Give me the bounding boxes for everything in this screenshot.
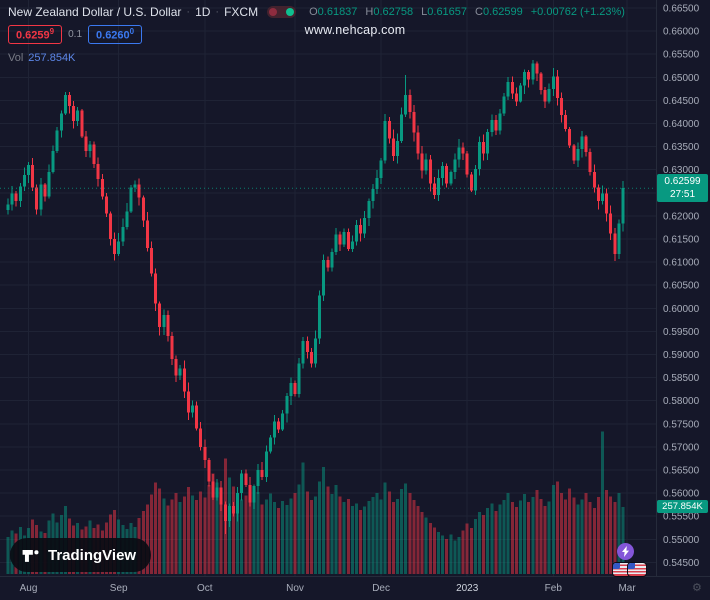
close-value: 0.62599: [482, 6, 523, 18]
svg-text:0.60000: 0.60000: [663, 304, 700, 315]
us-flag-icon: [627, 562, 647, 577]
interval-label[interactable]: 1D: [195, 5, 211, 19]
close-label: C: [475, 6, 483, 18]
svg-text:0.66000: 0.66000: [663, 27, 700, 38]
svg-text:Nov: Nov: [286, 583, 304, 594]
ohlc-values: O0.61837 H0.62758 L0.61657 C0.62599 +0.0…: [309, 6, 625, 18]
sell-price-button[interactable]: 0.62599: [8, 25, 63, 44]
change-value: +0.00762 (+1.23%): [530, 6, 625, 18]
svg-text:0.65000: 0.65000: [663, 73, 700, 84]
separator-dot: ·: [215, 6, 220, 18]
volume-value: 257.854K: [28, 51, 76, 64]
svg-text:Sep: Sep: [110, 583, 128, 594]
svg-text:Dec: Dec: [372, 583, 390, 594]
svg-text:0.59500: 0.59500: [663, 327, 700, 338]
buy-price-button[interactable]: 0.62600: [88, 25, 143, 44]
svg-text:0.55500: 0.55500: [663, 512, 700, 523]
high-label: H: [365, 6, 374, 18]
exchange-label[interactable]: FXCM: [224, 5, 259, 19]
time-axis[interactable]: [0, 576, 710, 600]
bar-countdown: 27:51: [669, 189, 696, 201]
svg-text:0.57000: 0.57000: [663, 442, 700, 453]
symbol-legend: New Zealand Dollar / U.S. Dollar · 1D · …: [8, 5, 625, 64]
reaction-flags[interactable]: [612, 562, 647, 577]
spread-value: 0.1: [68, 28, 83, 40]
watermark-text: www.nehcap.com: [304, 23, 406, 37]
last-price-value: 0.62599: [664, 176, 701, 188]
svg-text:0.60500: 0.60500: [663, 281, 700, 292]
svg-text:0.59000: 0.59000: [663, 350, 700, 361]
tradingview-logo[interactable]: TradingView: [10, 538, 152, 572]
axis-settings-icon[interactable]: ⚙: [692, 582, 702, 594]
svg-text:Oct: Oct: [197, 583, 213, 594]
svg-text:2023: 2023: [456, 583, 479, 594]
boost-icon[interactable]: [617, 543, 634, 560]
volume-label: Vol: [8, 51, 24, 64]
svg-text:0.64000: 0.64000: [663, 119, 700, 130]
svg-text:0.56000: 0.56000: [663, 489, 700, 500]
svg-text:0.65500: 0.65500: [663, 50, 700, 61]
svg-text:0.63500: 0.63500: [663, 142, 700, 153]
volume-legend: Vol 257.854K: [8, 52, 625, 64]
price-axis[interactable]: [656, 0, 710, 576]
tradingview-wordmark: TradingView: [48, 546, 137, 564]
status-dot-red: [269, 8, 278, 16]
low-value: 0.61657: [427, 6, 468, 18]
volume-scale-badge: 257.854K: [657, 499, 708, 513]
svg-text:0.58000: 0.58000: [663, 396, 700, 407]
lightning-icon: [621, 546, 629, 557]
tradingview-icon: [22, 549, 39, 562]
svg-text:0.64500: 0.64500: [663, 96, 700, 107]
open-label: O: [309, 6, 318, 18]
svg-text:0.63000: 0.63000: [663, 165, 700, 176]
high-value: 0.62758: [373, 6, 414, 18]
svg-text:0.58500: 0.58500: [663, 373, 700, 384]
svg-text:Mar: Mar: [618, 583, 636, 594]
separator-dot: ·: [186, 6, 191, 18]
market-status-toggle[interactable]: [267, 6, 297, 18]
svg-text:Aug: Aug: [20, 583, 38, 594]
svg-text:0.61500: 0.61500: [663, 235, 700, 246]
low-label: L: [421, 6, 428, 18]
svg-text:0.55000: 0.55000: [663, 535, 700, 546]
last-price-badge: 0.62599 27:51: [657, 174, 708, 203]
open-value: 0.61837: [317, 6, 358, 18]
svg-text:0.54500: 0.54500: [663, 558, 700, 569]
svg-text:0.62000: 0.62000: [663, 211, 700, 222]
svg-text:0.66500: 0.66500: [663, 4, 700, 15]
svg-text:0.57500: 0.57500: [663, 419, 700, 430]
svg-text:Feb: Feb: [545, 583, 563, 594]
svg-text:0.56500: 0.56500: [663, 466, 700, 477]
symbol-title[interactable]: New Zealand Dollar / U.S. Dollar: [8, 5, 182, 19]
svg-text:0.61000: 0.61000: [663, 258, 700, 269]
status-dot-green: [286, 8, 295, 16]
